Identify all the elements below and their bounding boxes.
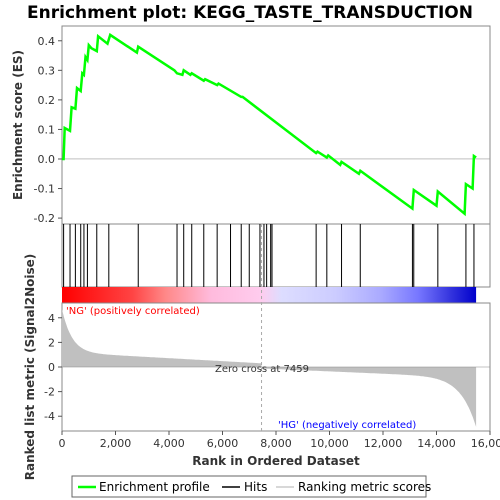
x-tick-label: 10,000	[310, 437, 349, 450]
legend-label-hits: Hits	[244, 480, 267, 494]
hit-marks	[63, 224, 475, 287]
es-y-tick-label: -0.1	[34, 183, 55, 196]
ranking-metric-area	[62, 309, 477, 427]
legend-label-ranking-metric: Ranking metric scores	[298, 480, 431, 494]
metric-y-tick-label: -2	[44, 386, 55, 399]
rank-color-bar	[62, 287, 477, 303]
es-y-tick-label: 0.1	[38, 123, 56, 136]
x-axis-ticks: 0 2,000 4,000 6,000 8,000 10,000 12,000 14,000 1…	[59, 431, 500, 450]
es-y-ticks: -0.2 -0.1 0.0 0.1 0.2 0.3 0.4	[34, 35, 62, 225]
x-tick-label: 4,000	[153, 437, 185, 450]
legend: Enrichment profile Hits Ranking metric s…	[71, 475, 431, 498]
es-panel-frame	[61, 25, 491, 225]
metric-y-axis-label: Ranked list metric (Signal2Noise)	[23, 254, 37, 481]
metric-y-tick-label: -4	[44, 410, 55, 423]
x-tick-label: 12,000	[364, 437, 403, 450]
positive-correlation-label: 'NG' (positively correlated)	[66, 306, 200, 317]
es-y-tick-label: 0.3	[38, 64, 56, 77]
metric-y-tick-label: 4	[48, 312, 55, 325]
x-tick-label: 0	[59, 437, 66, 450]
legend-label-enrichment-profile: Enrichment profile	[99, 480, 210, 494]
x-axis-label: Rank in Ordered Dataset	[192, 454, 360, 468]
x-tick-label: 14,000	[417, 437, 456, 450]
x-tick-label: 2,000	[100, 437, 132, 450]
metric-y-tick-label: 0	[48, 361, 55, 374]
x-tick-label: 8,000	[260, 437, 292, 450]
x-tick-label: 6,000	[207, 437, 239, 450]
es-y-tick-label: 0.4	[38, 35, 56, 48]
es-panel: -0.2 -0.1 0.0 0.1 0.2 0.3 0.4 Enrichment score…	[11, 25, 491, 225]
negative-correlation-label: 'HG' (negatively correlated)	[278, 420, 416, 431]
es-y-tick-label: -0.2	[34, 212, 55, 225]
hits-panel-frame	[61, 223, 491, 288]
hits-panel	[61, 223, 491, 288]
metric-panel: -4 -2 0 2 4 'NG' (positively correlated) Zer…	[23, 224, 491, 481]
enrichment-profile-line	[62, 32, 477, 217]
metric-y-ticks: -4 -2 0 2 4	[44, 312, 62, 423]
es-y-axis-label: Enrichment score (ES)	[11, 50, 25, 200]
legend-frame	[71, 475, 427, 498]
x-tick-label: 16,000	[471, 437, 500, 450]
es-y-tick-label: 0.0	[38, 153, 56, 166]
es-y-tick-label: 0.2	[38, 94, 56, 107]
zero-cross-label: Zero cross at 7459	[215, 364, 309, 375]
chart-title: Enrichment plot: KEGG_TASTE_TRANSDUCTION	[27, 3, 473, 23]
metric-y-tick-label: 2	[48, 336, 55, 349]
